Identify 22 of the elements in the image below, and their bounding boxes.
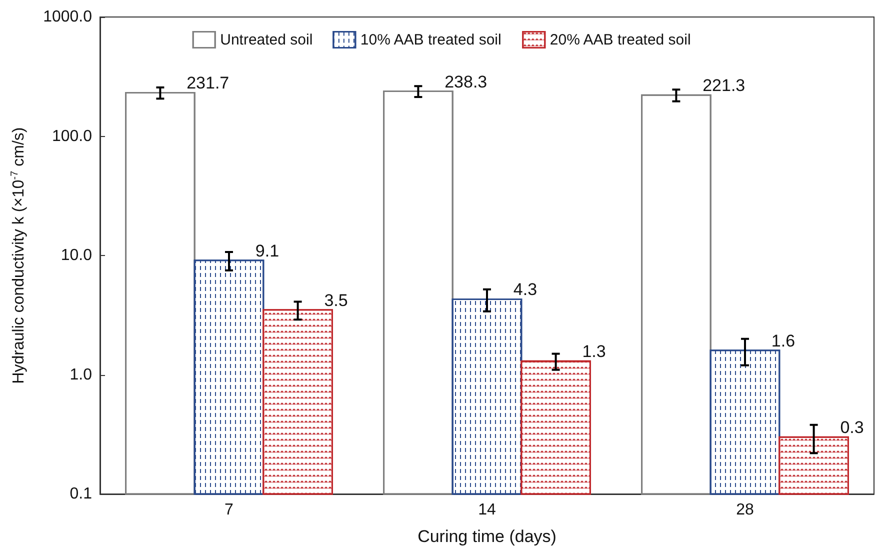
y-tick-label: 10.0 [60, 247, 92, 264]
y-tick-label: 100.0 [52, 128, 92, 145]
legend-label: 20% AAB treated soil [550, 31, 691, 48]
data-label: 4.3 [513, 280, 538, 300]
data-label: 9.1 [255, 241, 280, 260]
data-label: 231.7 [186, 74, 230, 93]
y-axis-title: Hydraulic conductivity k (×10-7 cm/s) [10, 127, 28, 384]
y-tick-label: 1.0 [70, 366, 92, 384]
x-tick-label: 28 [736, 502, 754, 518]
legend-label: 10% AAB treated soil [360, 31, 502, 48]
data-label: 0.3 [840, 418, 864, 438]
legend-label: Untreated soil [220, 31, 313, 48]
data-label: 221.3 [702, 76, 746, 96]
x-axis-title: Curing time (days) [418, 527, 556, 546]
x-tick-label: 14 [478, 502, 496, 518]
data-label: 3.5 [324, 290, 348, 310]
x-tick-label: 7 [224, 502, 234, 518]
y-tick-label: 1000.0 [43, 8, 92, 26]
data-label: 238.3 [444, 72, 488, 92]
data-label: 1.3 [582, 342, 606, 362]
data-label: 1.6 [771, 331, 796, 350]
y-tick-label: 0.1 [70, 486, 92, 502]
